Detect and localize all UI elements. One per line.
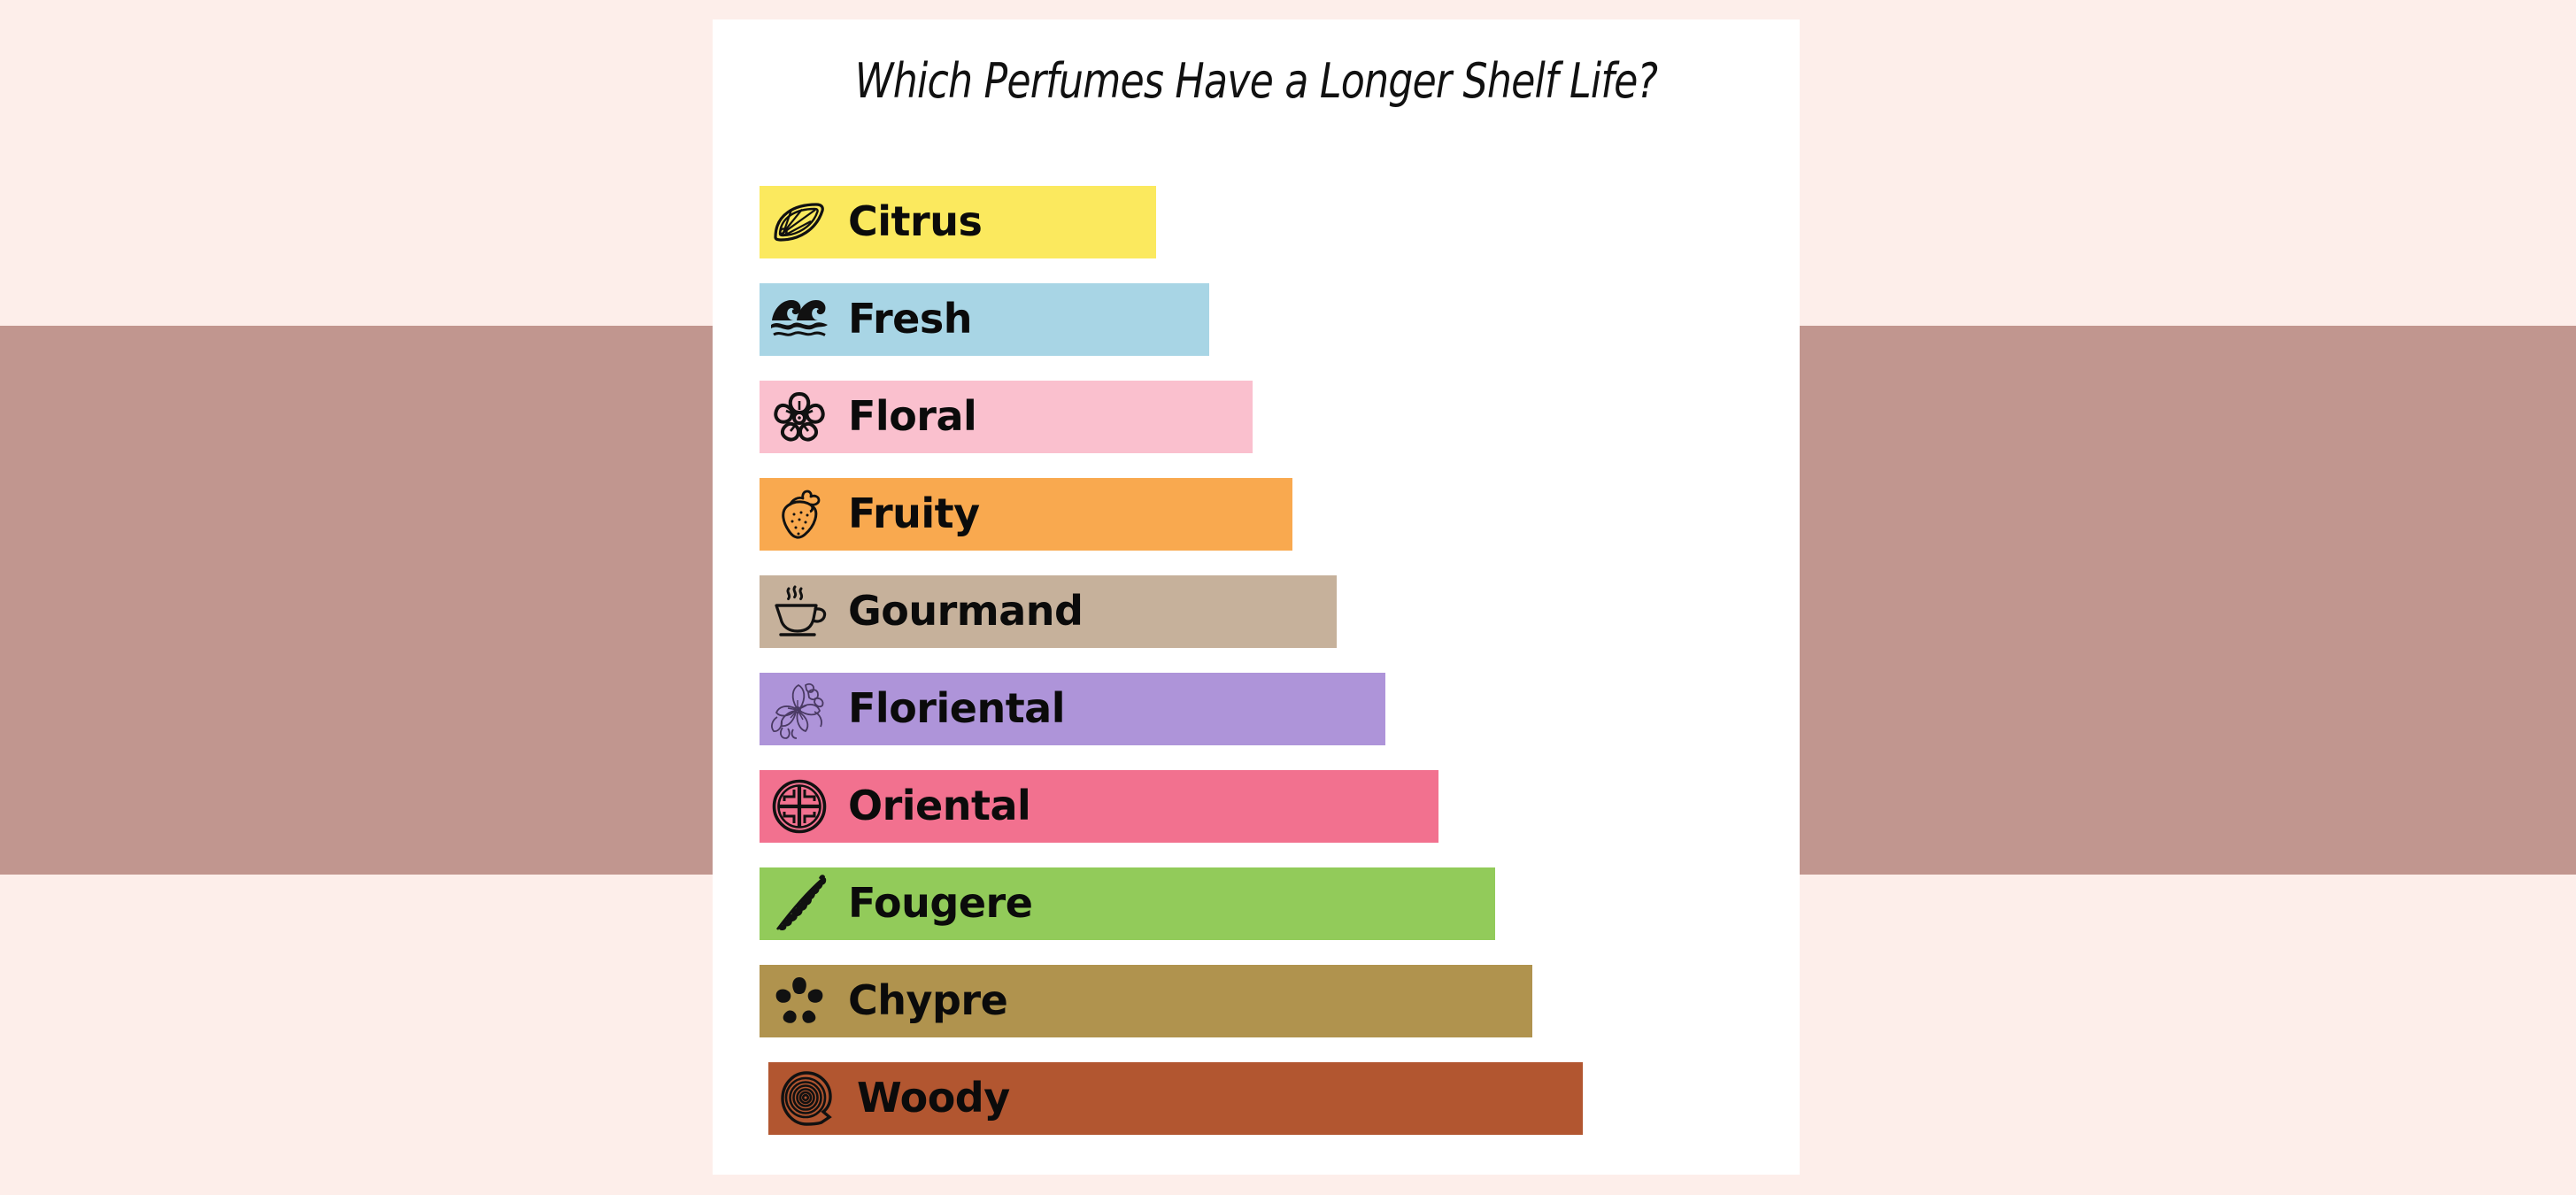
ocean-waves-icon: [767, 289, 832, 351]
bar-floriental[interactable]: Floriental: [760, 673, 1385, 745]
bar-fresh[interactable]: Fresh: [760, 283, 1209, 356]
bar-oriental[interactable]: Oriental: [760, 770, 1438, 843]
bar-fruity[interactable]: Fruity: [760, 478, 1292, 551]
flower-outline-icon: [767, 386, 832, 448]
bar-label: Citrus: [848, 197, 983, 245]
bar-label: Gourmand: [848, 586, 1084, 635]
bar-fougere[interactable]: Fougere: [760, 867, 1495, 940]
bar-gourmand[interactable]: Gourmand: [760, 575, 1337, 648]
strawberry-icon: [767, 483, 832, 545]
bar-floral[interactable]: Floral: [760, 381, 1253, 453]
fern-frond-icon: [767, 873, 832, 935]
bar-row: Floriental: [713, 660, 1800, 758]
solid-flower-icon: [767, 970, 832, 1032]
content-card: Which Perfumes Have a Longer Shelf Life?: [713, 19, 1800, 1175]
page-title: Which Perfumes Have a Longer Shelf Life?: [854, 53, 1658, 109]
bar-label: Fresh: [848, 294, 973, 343]
bar-woody[interactable]: Woody: [768, 1062, 1583, 1135]
bar-row: Gourmand: [713, 563, 1800, 660]
lily-flower-icon: [767, 678, 832, 740]
bar-label: Floriental: [848, 683, 1066, 732]
oriental-medallion-icon: [767, 775, 832, 837]
bar-label: Fruity: [848, 489, 980, 537]
bar-row: Woody: [713, 1050, 1800, 1147]
bar-row: Citrus: [713, 173, 1800, 271]
bar-label: Woody: [857, 1073, 1010, 1122]
bar-row: Chypre: [713, 952, 1800, 1050]
bar-row: Floral: [713, 368, 1800, 466]
bar-citrus[interactable]: Citrus: [760, 186, 1156, 258]
bar-row: Fougere: [713, 855, 1800, 952]
bar-label: Fougere: [848, 878, 1033, 927]
bar-row: Fruity: [713, 466, 1800, 563]
bar-chart: Citrus Fresh: [713, 173, 1800, 1147]
bar-row: Oriental: [713, 758, 1800, 855]
bar-label: Oriental: [848, 781, 1031, 829]
bar-label: Chypre: [848, 975, 1008, 1024]
bar-label: Floral: [848, 391, 977, 440]
lemon-slice-icon: [767, 191, 832, 253]
bar-chypre[interactable]: Chypre: [760, 965, 1532, 1037]
bar-row: Fresh: [713, 271, 1800, 368]
coffee-cup-icon: [767, 581, 832, 643]
tree-rings-icon: [775, 1068, 841, 1129]
